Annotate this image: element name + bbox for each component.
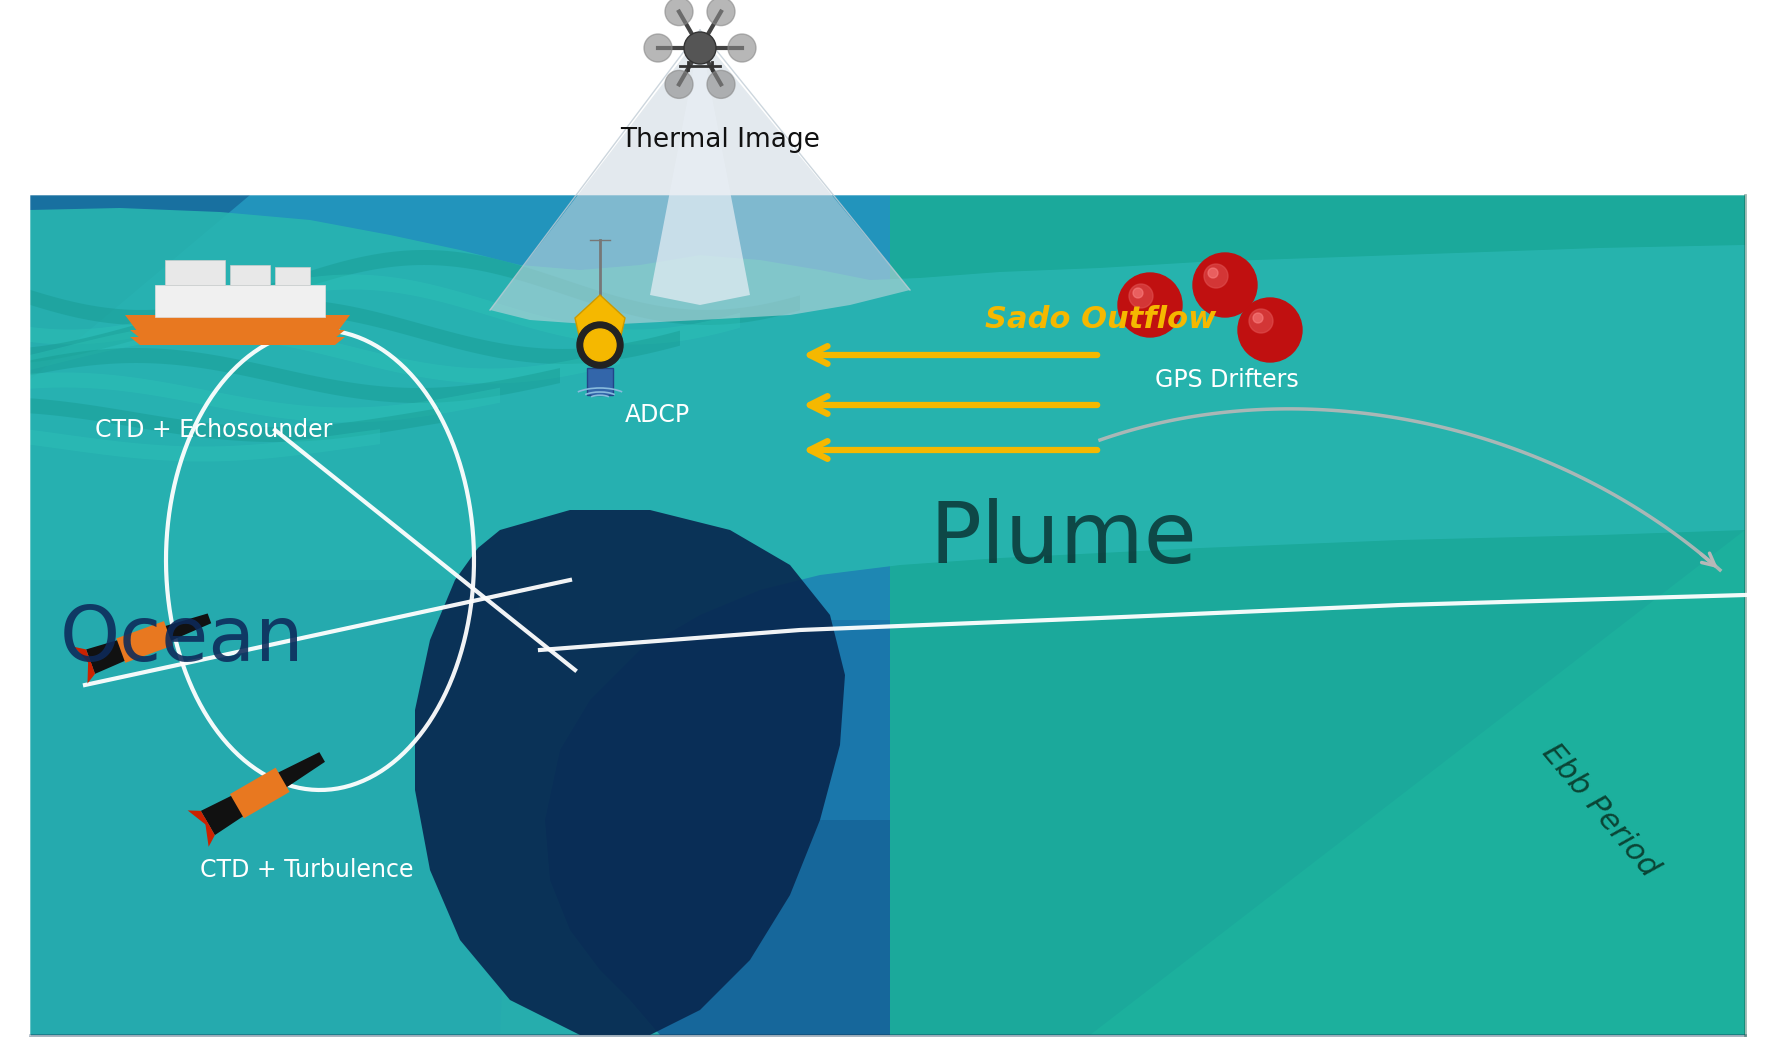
Circle shape	[1250, 309, 1273, 333]
Polygon shape	[490, 35, 911, 325]
Polygon shape	[1090, 530, 1745, 1035]
Polygon shape	[231, 768, 289, 818]
Polygon shape	[30, 580, 520, 1035]
Polygon shape	[130, 337, 344, 345]
Circle shape	[1209, 269, 1218, 278]
Polygon shape	[30, 373, 501, 422]
Polygon shape	[201, 752, 325, 835]
Polygon shape	[204, 817, 215, 847]
Text: Ebb Period: Ebb Period	[1535, 738, 1663, 882]
Polygon shape	[415, 510, 845, 1035]
Polygon shape	[650, 35, 751, 305]
Polygon shape	[87, 656, 96, 683]
Polygon shape	[30, 820, 889, 1035]
Polygon shape	[30, 398, 440, 442]
Polygon shape	[30, 195, 250, 380]
Circle shape	[666, 71, 692, 98]
Text: CTD + Turbulence: CTD + Turbulence	[201, 858, 414, 882]
Circle shape	[728, 34, 756, 62]
Text: Sado Outflow: Sado Outflow	[985, 305, 1216, 335]
Polygon shape	[165, 260, 225, 285]
Circle shape	[1203, 264, 1228, 289]
Polygon shape	[30, 250, 801, 325]
Polygon shape	[889, 195, 1745, 1035]
Circle shape	[1129, 284, 1154, 307]
Text: Ocean: Ocean	[60, 603, 305, 677]
Circle shape	[1132, 289, 1143, 298]
Polygon shape	[30, 275, 740, 344]
Circle shape	[683, 32, 715, 64]
Polygon shape	[117, 621, 172, 662]
Polygon shape	[30, 430, 380, 461]
Polygon shape	[30, 347, 559, 403]
Circle shape	[666, 0, 692, 25]
Polygon shape	[75, 647, 92, 668]
Polygon shape	[30, 195, 889, 1035]
Polygon shape	[30, 620, 889, 820]
Circle shape	[1237, 298, 1303, 362]
Polygon shape	[889, 195, 1745, 1035]
Polygon shape	[30, 420, 889, 620]
Polygon shape	[588, 367, 612, 395]
Polygon shape	[575, 295, 625, 340]
Polygon shape	[30, 323, 619, 383]
Text: GPS Drifters: GPS Drifters	[1156, 367, 1299, 392]
Circle shape	[706, 71, 735, 98]
Circle shape	[584, 329, 616, 361]
Polygon shape	[124, 315, 350, 335]
Polygon shape	[30, 208, 1745, 1035]
Polygon shape	[30, 299, 680, 364]
Circle shape	[706, 0, 735, 25]
Circle shape	[644, 34, 673, 62]
Text: Plume: Plume	[930, 498, 1198, 581]
Circle shape	[1253, 313, 1264, 323]
Circle shape	[577, 322, 623, 367]
Polygon shape	[275, 267, 311, 285]
Circle shape	[1118, 273, 1182, 337]
Text: Thermal Image: Thermal Image	[619, 127, 820, 153]
Text: ADCP: ADCP	[625, 403, 690, 428]
Text: CTD + Echosounder: CTD + Echosounder	[96, 418, 332, 442]
Polygon shape	[154, 285, 325, 317]
Polygon shape	[87, 614, 211, 674]
Polygon shape	[188, 811, 211, 829]
Circle shape	[1193, 253, 1257, 317]
Polygon shape	[30, 195, 889, 420]
Polygon shape	[231, 265, 270, 285]
Polygon shape	[130, 330, 344, 338]
